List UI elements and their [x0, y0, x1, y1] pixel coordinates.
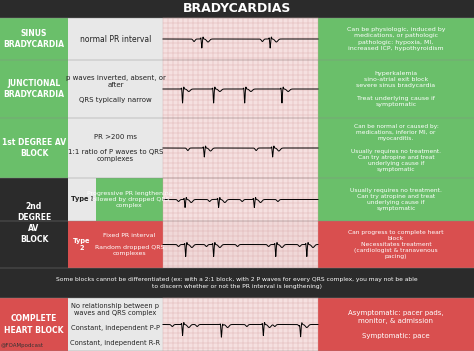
Text: Fixed PR interval

Random dropped QRS
complexes: Fixed PR interval Random dropped QRS com… [95, 233, 164, 256]
Bar [318, 221, 474, 268]
Text: 2nd
DEGREE
AV
BLOCK: 2nd DEGREE AV BLOCK [17, 202, 51, 244]
Text: normal PR interval: normal PR interval [80, 34, 151, 44]
Bar [0, 0, 474, 18]
Bar [163, 221, 318, 268]
Text: Can be physiologic, induced by
medications, or pathologic
pathologic: hypoxia, M: Can be physiologic, induced by medicatio… [347, 27, 445, 51]
Text: SINUS
BRADYCARDIA: SINUS BRADYCARDIA [3, 29, 64, 49]
Text: Progressive PR lengthening
followed by dropped QRS
complex: Progressive PR lengthening followed by d… [87, 191, 173, 208]
Bar [0, 298, 68, 351]
Bar [318, 18, 474, 60]
Text: Type I: Type I [71, 197, 93, 203]
Text: PR >200 ms

1:1 ratio of P waves to QRS
complexes: PR >200 ms 1:1 ratio of P waves to QRS c… [68, 134, 163, 162]
Bar [0, 118, 68, 178]
Text: Type
2: Type 2 [73, 238, 91, 251]
Bar [68, 118, 163, 178]
Text: BRADYCARDIAS: BRADYCARDIAS [183, 2, 291, 15]
Text: p waves inverted, absent, or
after

QRS typically narrow: p waves inverted, absent, or after QRS t… [65, 75, 165, 103]
Bar [163, 118, 318, 178]
Bar [68, 298, 163, 351]
Text: Can be normal or caused by:
medications, inferior MI, or
myocarditis.

Usually r: Can be normal or caused by: medications,… [351, 124, 441, 172]
Bar [68, 178, 96, 221]
Text: COMPLETE
HEART BLOCK: COMPLETE HEART BLOCK [4, 314, 64, 335]
Text: Can progress to complete heart
block
Necessitates treatment
(cardiologist & tran: Can progress to complete heart block Nec… [348, 230, 444, 259]
Bar [96, 178, 163, 221]
Text: Usually requires no treatment.
Can try atropine and treat
underlying cause if
sy: Usually requires no treatment. Can try a… [350, 188, 442, 211]
Bar [318, 118, 474, 178]
Bar [68, 18, 163, 60]
Bar [318, 298, 474, 351]
Bar [96, 221, 163, 268]
Bar [0, 268, 474, 298]
Bar [0, 178, 68, 268]
Text: Some blocks cannot be differentiated (ex: with a 2:1 block, with 2 P waves for e: Some blocks cannot be differentiated (ex… [56, 277, 418, 289]
Text: 1st DEGREE AV
BLOCK: 1st DEGREE AV BLOCK [2, 138, 66, 158]
Bar [68, 60, 163, 118]
Bar [0, 18, 68, 60]
Text: Asymptomatic: pacer pads,
monitor, & admission

Symptomatic: pace: Asymptomatic: pacer pads, monitor, & adm… [348, 310, 444, 339]
Text: JUNCTIONAL
BRADYCARDIA: JUNCTIONAL BRADYCARDIA [3, 79, 64, 99]
Bar [318, 178, 474, 221]
Bar [318, 60, 474, 118]
Bar [163, 60, 318, 118]
Bar [163, 18, 318, 60]
Bar [0, 60, 68, 118]
Bar [163, 298, 318, 351]
Bar [163, 178, 318, 221]
Text: hyperkalemia
sino-atrial exit block
severe sinus bradycardia

Treat underlying c: hyperkalemia sino-atrial exit block seve… [356, 71, 436, 107]
Bar [68, 221, 96, 268]
Text: No relationship between p
waves and QRS complex

Constant, independent P-P

Cons: No relationship between p waves and QRS … [71, 303, 161, 346]
Text: @FOAMpodcast: @FOAMpodcast [0, 344, 44, 349]
